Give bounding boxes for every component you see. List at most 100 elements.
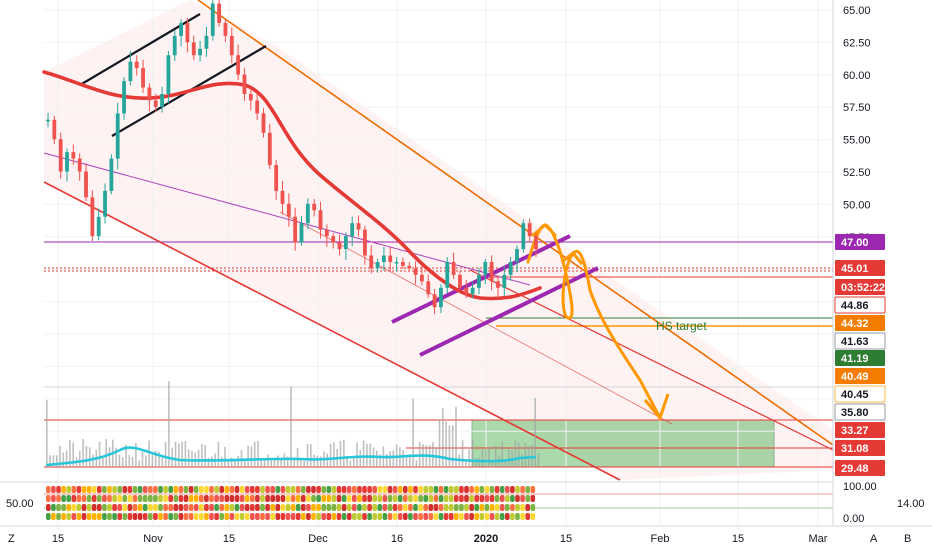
heat-cell <box>290 504 296 511</box>
heat-cell <box>448 513 454 520</box>
heat-cell <box>188 486 194 493</box>
volume-bar <box>148 440 150 467</box>
price-badge <box>835 315 885 331</box>
price-badge <box>835 279 885 295</box>
time-tick-label: 15 <box>732 533 744 545</box>
heat-cell <box>193 486 199 493</box>
candle <box>160 93 164 107</box>
heat-cell <box>438 486 444 493</box>
volume-bar <box>402 450 404 467</box>
heat-cell <box>173 504 179 511</box>
price-badge <box>835 460 885 476</box>
heat-cell <box>413 486 418 493</box>
indicator-tick-label: 0.00 <box>843 513 864 525</box>
time-tick-label: Mar <box>809 533 828 545</box>
heat-cell <box>142 513 148 520</box>
heat-cell <box>301 495 306 502</box>
heat-cell <box>474 513 479 520</box>
heat-cell <box>209 495 214 502</box>
heat-cell <box>464 486 469 493</box>
candle <box>242 74 247 94</box>
volume-bar <box>55 455 58 467</box>
heat-cell <box>199 504 204 511</box>
heat-cell <box>346 504 352 511</box>
price-badge-label: 40.45 <box>841 389 869 401</box>
volume-bar <box>517 442 520 467</box>
candle <box>153 100 158 107</box>
heat-cell <box>117 486 122 493</box>
volume-bar <box>135 443 137 467</box>
heat-cell <box>530 486 536 493</box>
heat-cell <box>209 513 214 520</box>
indicator-left-label: 50.00 <box>6 498 34 510</box>
heat-cell <box>377 495 383 502</box>
volume-bar <box>105 439 107 467</box>
heat-cell <box>244 513 250 520</box>
heat-cell <box>367 486 372 493</box>
heat-cell <box>219 504 224 511</box>
heat-cell <box>311 513 316 520</box>
heat-cell <box>418 495 423 502</box>
heat-cell <box>474 486 479 493</box>
heat-cell <box>352 513 357 520</box>
volume-bar <box>534 397 536 467</box>
heat-cell <box>76 513 82 520</box>
candle <box>166 55 171 94</box>
volume-bar <box>260 460 263 467</box>
heat-cell <box>397 486 403 493</box>
heat-cell <box>188 495 194 502</box>
heat-cell <box>362 486 367 493</box>
candle <box>381 255 386 262</box>
heat-cell <box>255 513 260 520</box>
heat-cell <box>173 486 179 493</box>
heat-cell <box>81 513 87 520</box>
heat-cell <box>336 504 342 511</box>
price-badge-label: 03:52:22 <box>841 282 885 294</box>
heat-cell <box>188 504 194 511</box>
volume-bar <box>494 445 497 467</box>
heat-cell <box>97 513 102 520</box>
heat-cell <box>469 495 474 502</box>
heat-cell <box>321 504 326 511</box>
heat-cell <box>489 513 495 520</box>
candle <box>274 165 279 191</box>
volume-bar <box>369 443 371 467</box>
heat-cell <box>163 495 168 502</box>
heat-cell <box>392 504 398 511</box>
heat-cell <box>290 495 296 502</box>
price-tick-label: 52.50 <box>843 167 871 179</box>
heat-cell <box>403 504 408 511</box>
heat-cell <box>367 495 372 502</box>
heat-cell <box>382 513 388 520</box>
heat-cell <box>469 513 474 520</box>
price-badge <box>835 368 885 384</box>
heat-cell <box>275 495 281 502</box>
heat-cell <box>494 486 500 493</box>
heat-cell <box>163 486 168 493</box>
heat-cell <box>295 513 301 520</box>
candle <box>77 158 82 172</box>
volume-bar <box>286 456 289 467</box>
candle <box>217 3 222 23</box>
volume-bar <box>220 456 223 467</box>
candle <box>477 274 481 288</box>
volume-bar <box>385 453 388 467</box>
volume-bar <box>88 447 91 467</box>
heat-cell <box>209 486 214 493</box>
heat-cell <box>499 495 505 502</box>
volume-bar <box>174 441 177 467</box>
heat-cell <box>408 504 413 511</box>
volume-bar <box>69 440 71 467</box>
candle <box>483 261 488 275</box>
heat-cell <box>122 486 128 493</box>
volume-bar <box>237 455 239 467</box>
volume-bar <box>197 449 200 467</box>
heat-cell <box>438 495 444 502</box>
price-badge-label: 41.19 <box>841 353 869 365</box>
heat-cell <box>148 513 153 520</box>
candle <box>362 229 367 256</box>
heat-cell <box>76 486 82 493</box>
heat-cell <box>153 504 158 511</box>
volume-bar <box>306 443 309 467</box>
